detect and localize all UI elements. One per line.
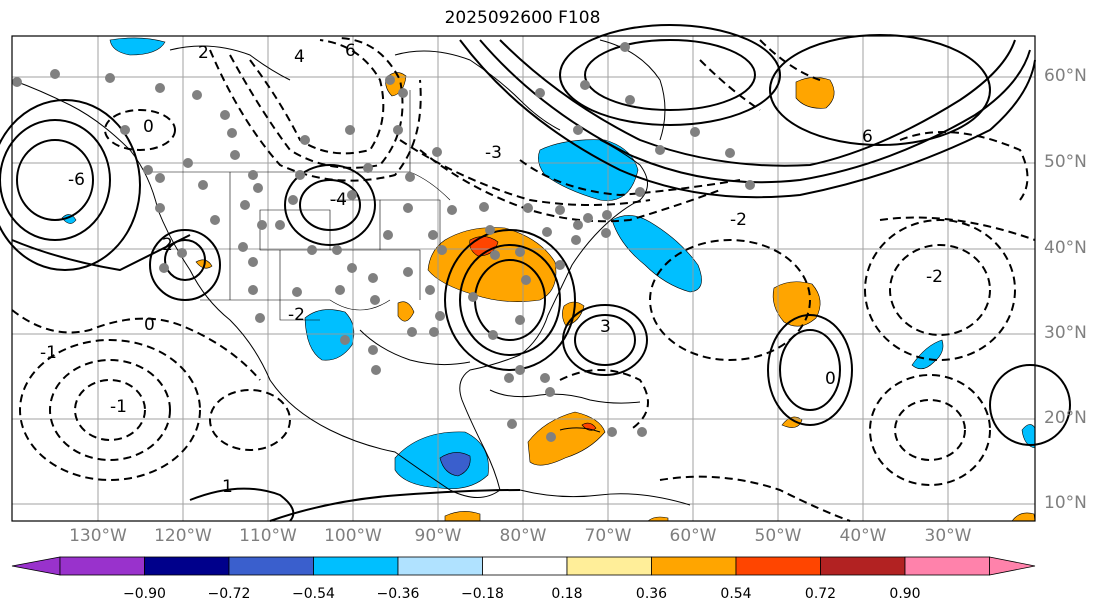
station-dots: [12, 42, 755, 442]
lon-label: 80°W: [499, 526, 547, 546]
colorbar-tick-label: −0.54: [292, 586, 335, 602]
lon-label: 50°W: [754, 526, 802, 546]
lon-label: 110°W: [239, 526, 297, 546]
colorbar-tick-label: 0.90: [889, 586, 921, 602]
lon-label: 30°W: [924, 526, 972, 546]
lon-label: 130°W: [69, 526, 127, 546]
lat-label: 40°N: [1044, 238, 1087, 258]
lat-label: 50°N: [1044, 152, 1087, 172]
contour-label: 6: [345, 41, 356, 61]
contour-label: 1: [222, 477, 233, 497]
contour-label: -4: [330, 190, 347, 210]
fill-pos-small-2: [397, 301, 415, 322]
colorbar-swatch: [397, 556, 483, 576]
colorbar-tick-label: 0.54: [720, 586, 752, 602]
colorbar-swatch: [313, 556, 399, 576]
contour-label: 6: [862, 127, 873, 147]
colorbar-min-extension: [11, 556, 61, 576]
contour-label: -6: [68, 170, 85, 190]
colorbar-tick-label: 0.36: [635, 586, 668, 602]
lat-label: 10°N: [1044, 493, 1087, 513]
colorbar-swatch: [904, 556, 990, 576]
colorbar-max-extension: [989, 556, 1036, 576]
lat-label: 30°N: [1044, 323, 1087, 343]
contour-label: -2: [730, 210, 747, 230]
fill-neg-mexico: [304, 309, 355, 361]
lon-label: 40°W: [839, 526, 887, 546]
colorbar-tick-label: −0.72: [207, 586, 251, 602]
colorbar-tick-label: 0.72: [804, 586, 837, 602]
contour-label: 2: [198, 43, 209, 63]
borders: [150, 90, 451, 321]
map-title: 2025092600 F108: [444, 8, 601, 28]
contour-label: 3: [600, 317, 611, 337]
colorbar-tick-label: −0.36: [376, 586, 420, 602]
contour-label: -1: [110, 397, 127, 417]
lon-label: 120°W: [154, 526, 212, 546]
colorbar-swatch: [820, 556, 906, 576]
fill-neg-atlantic: [611, 215, 702, 293]
lon-label: 70°W: [584, 526, 632, 546]
fill-pos-bottom-2: [647, 516, 669, 522]
contour-label: -1: [40, 343, 57, 363]
contour-label: 2: [162, 235, 173, 255]
colorbar-tick-label: 0.18: [551, 586, 583, 602]
colorbar-swatch: [566, 556, 652, 576]
fill-pos-bottom-3: [1011, 512, 1036, 522]
contour-labels: 6 4 2 0 -2 -3 -4 -6 2 0 -1 -2 3 6 -2 0 1…: [40, 41, 943, 497]
fill-strong-neg-ca: [439, 452, 471, 477]
fill-neg-labrador: [538, 139, 639, 201]
colorbar-swatch: [735, 556, 821, 576]
contour-label: 0: [144, 315, 155, 335]
contour-label: -3: [485, 143, 502, 163]
lon-label: 60°W: [669, 526, 717, 546]
colorbar-swatch: [228, 556, 314, 576]
lon-label: 90°W: [414, 526, 462, 546]
lat-label: 20°N: [1044, 408, 1087, 428]
contour-label: 0: [825, 369, 836, 389]
lat-label: 60°N: [1044, 66, 1087, 86]
contour-label: 4: [294, 47, 305, 67]
colorbar: [11, 556, 1036, 576]
contours-negative: [11, 37, 1036, 522]
contour-label: -2: [926, 267, 943, 287]
colorbar-swatch: [482, 556, 568, 576]
colorbar-swatch: [59, 556, 145, 576]
contour-label: -2: [288, 305, 305, 325]
lon-label: 100°W: [324, 526, 382, 546]
contours-positive: [0, 24, 1071, 522]
fill-neg-pacific-north: [109, 37, 166, 56]
colorbar-swatch: [144, 556, 230, 576]
contour-label: 0: [143, 117, 154, 137]
colorbar-tick-label: −0.90: [123, 586, 166, 602]
colorbar-swatch: [651, 556, 737, 576]
fill-pos-bottom-1: [444, 511, 481, 522]
fill-neg-east-atl: [911, 339, 944, 370]
colorbar-tick-label: −0.18: [461, 586, 504, 602]
